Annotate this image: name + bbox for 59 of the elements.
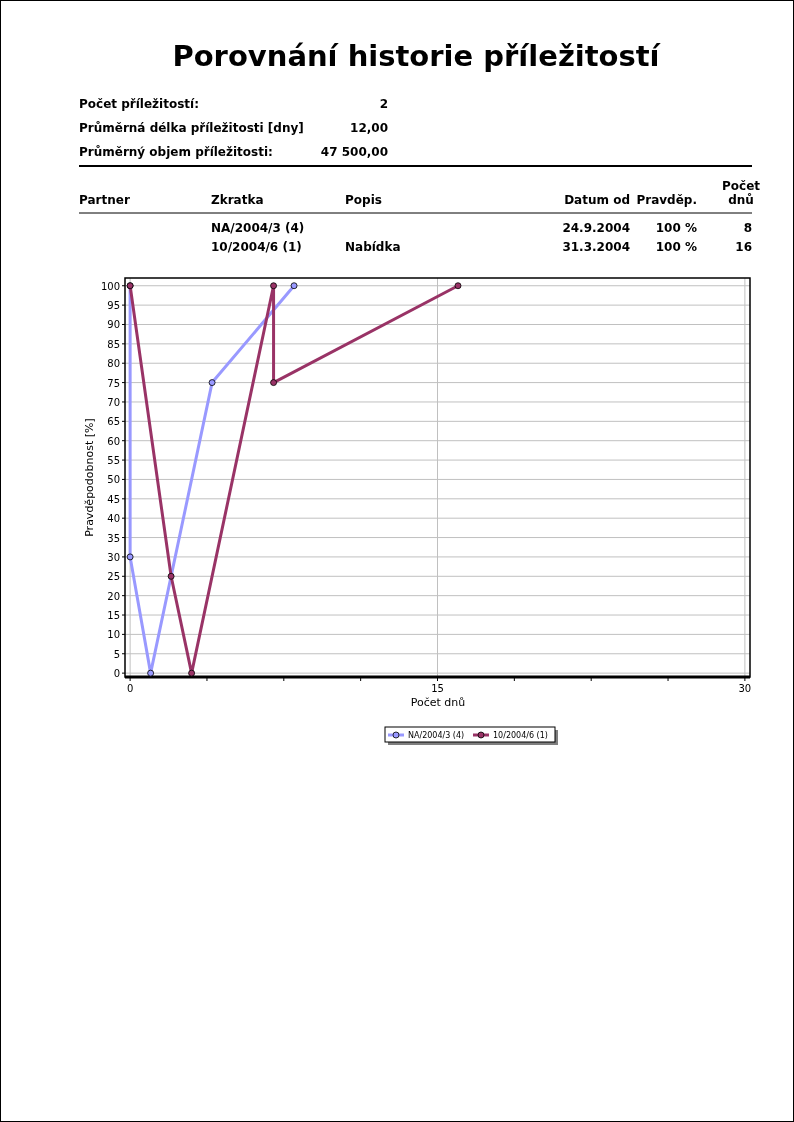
y-tick-label: 80 — [107, 358, 120, 370]
x-tick-label: 15 — [431, 683, 444, 694]
point — [126, 553, 134, 561]
text: 16 — [735, 240, 752, 254]
point — [208, 379, 216, 386]
x-tick-label: 30 — [738, 683, 752, 694]
text: Počet příležitostí: — [79, 97, 199, 111]
y-tick-label: 50 — [107, 474, 120, 486]
y-axis-title: Pravděpodobnost [%] — [83, 418, 96, 537]
text: 10/2004/6 (1) — [211, 240, 302, 254]
text: Průměrná délka příležitosti [dny] — [79, 121, 304, 135]
y-tick-label: 45 — [107, 493, 120, 505]
text: Průměrný objem příležitosti: — [79, 145, 273, 159]
text: 100 % — [655, 240, 697, 254]
y-tick-label: 0 — [113, 668, 120, 680]
point — [147, 669, 155, 677]
point — [167, 572, 175, 580]
point — [290, 282, 298, 290]
y-tick-label: 70 — [107, 396, 120, 408]
text: 8 — [743, 221, 752, 235]
text: NA/2004/3 (4) — [211, 221, 305, 235]
text: Nabídka — [345, 240, 401, 254]
y-tick-label: 65 — [107, 416, 120, 428]
y-tick-label: 30 — [107, 551, 120, 563]
text: 47 500,00 — [320, 145, 388, 159]
text: Počet dnů — [721, 179, 761, 207]
text: 2 — [379, 97, 388, 111]
y-tick-label: 10 — [107, 629, 120, 641]
y-tick-label: 90 — [107, 319, 120, 331]
text: 12,00 — [350, 121, 388, 135]
y-tick-label: 100 — [100, 280, 120, 292]
y-tick-label: 20 — [107, 590, 120, 602]
legend-label: NA/2004/3 (4) — [408, 731, 465, 740]
legend-label: 10/2004/6 (1) — [493, 731, 548, 740]
y-tick-label: 75 — [107, 377, 120, 389]
x-tick-label: 0 — [126, 683, 134, 694]
y-tick-label: 60 — [107, 435, 120, 447]
y-tick-label: 85 — [107, 338, 120, 350]
text: 24.9.2004 — [562, 221, 630, 235]
point — [270, 379, 277, 386]
x-axis-title: Počet dnů — [410, 696, 466, 709]
point — [270, 282, 277, 290]
point — [454, 282, 462, 290]
y-tick-label: 40 — [107, 513, 120, 525]
text: Popis — [345, 193, 382, 207]
chart-title: Porovnání historie příležitostí — [172, 39, 662, 73]
point — [188, 669, 195, 677]
text: Datum od — [564, 193, 630, 207]
text: 100 % — [655, 221, 697, 235]
text: Pravděp. — [636, 193, 697, 207]
y-tick-label: 5 — [113, 648, 120, 660]
y-tick-label: 95 — [107, 300, 120, 312]
text: 31.3.2004 — [562, 240, 630, 254]
y-tick-label: 55 — [107, 455, 120, 467]
text: Partner — [79, 193, 130, 207]
text: Zkratka — [211, 193, 264, 207]
y-tick-label: 35 — [107, 532, 120, 544]
y-tick-label: 25 — [107, 571, 120, 583]
y-tick-label: 15 — [107, 610, 120, 622]
